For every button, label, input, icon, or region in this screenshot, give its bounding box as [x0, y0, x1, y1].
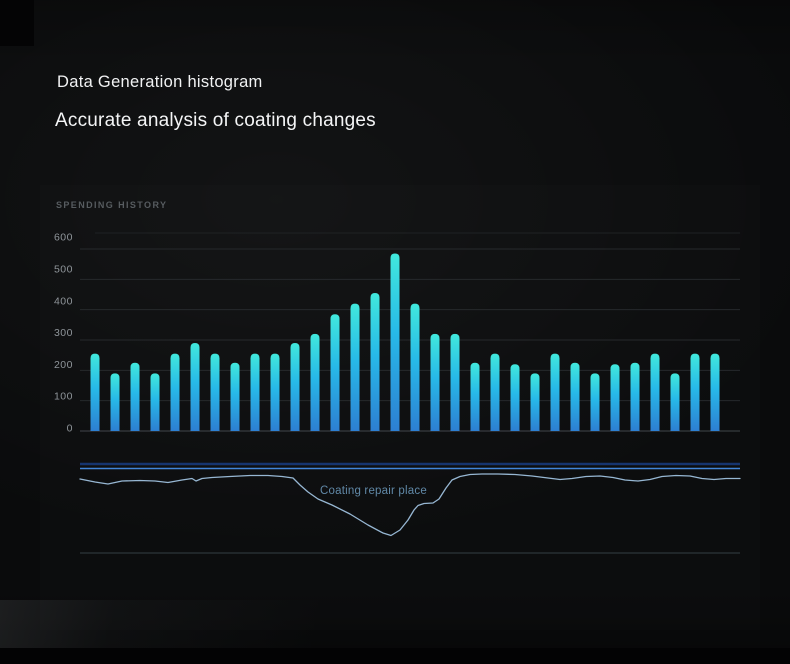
y-tick-label-0: 0: [67, 423, 73, 435]
bar: [610, 364, 620, 431]
bar: [90, 353, 100, 431]
bar: [510, 364, 520, 431]
section-label: SPENDING HISTORY: [56, 200, 168, 210]
bar: [370, 292, 380, 431]
bar: [190, 343, 200, 431]
bar: [670, 373, 680, 431]
bar: [590, 373, 600, 431]
bar: [170, 353, 180, 431]
bar: [330, 314, 340, 431]
bar: [210, 353, 220, 431]
bar: [530, 373, 540, 431]
bar: [650, 353, 660, 431]
bar: [130, 362, 140, 431]
y-tick-label-100: 100: [54, 391, 73, 403]
bar: [450, 333, 460, 431]
y-tick-label-400: 400: [54, 295, 73, 307]
bar: [430, 333, 440, 431]
coating-profile: [79, 473, 741, 537]
y-tick-label-200: 200: [54, 359, 73, 371]
bar: [310, 333, 320, 431]
gridlines: [80, 232, 740, 432]
bar: [710, 353, 720, 431]
y-tick-label-500: 500: [54, 264, 73, 276]
bar: [550, 353, 560, 431]
histogram-bars: [90, 253, 720, 431]
spending-history-panel: SPENDING HISTORY 0 100 200 300 400 500 600 Coa…: [40, 185, 760, 630]
bar: [390, 253, 400, 431]
bar: [490, 353, 500, 431]
bar: [230, 362, 240, 431]
page-subtitle: Accurate analysis of coating changes: [55, 109, 376, 131]
background-bottom-band: [0, 648, 790, 664]
spending-chart-svg: 0 100 200 300 400 500 600 Coating repair place: [54, 232, 741, 554]
bar: [150, 373, 160, 431]
y-axis-tick-labels: 0 100 200 300 400 500 600: [54, 232, 73, 435]
bar: [350, 303, 360, 431]
y-tick-label-600: 600: [54, 232, 73, 244]
bar: [290, 343, 300, 431]
bar: [410, 303, 420, 431]
background-top-left-shadow: [0, 0, 34, 46]
page-title: Data Generation histogram: [57, 73, 263, 91]
bar: [630, 362, 640, 431]
bar: [110, 373, 120, 431]
bar: [690, 353, 700, 431]
annotation-coating-repair-place: Coating repair place: [320, 485, 427, 497]
coating-profile-chart: Coating repair place: [79, 462, 741, 554]
y-tick-label-300: 300: [54, 327, 73, 339]
bar: [270, 353, 280, 431]
bar: [470, 362, 480, 431]
bar: [250, 353, 260, 431]
title-block: Data Generation histogram Accurate analy…: [55, 73, 376, 133]
bar: [570, 362, 580, 431]
